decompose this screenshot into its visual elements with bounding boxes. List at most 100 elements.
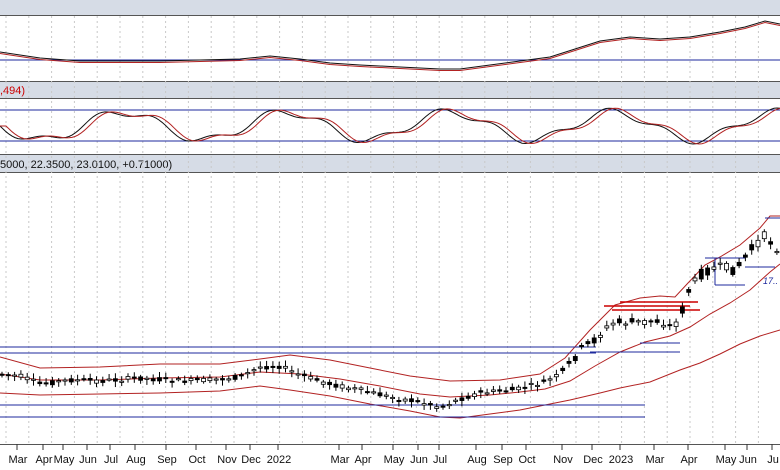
candle-body	[24, 376, 30, 381]
candle-body	[572, 356, 578, 361]
candle-body	[100, 380, 106, 383]
candle-body	[736, 261, 742, 267]
candle-body	[705, 267, 710, 276]
candle-body	[654, 319, 660, 323]
candle-body	[749, 244, 755, 251]
candle-body	[692, 277, 698, 282]
x-tick-label: Oct	[518, 454, 535, 466]
candle-body	[238, 374, 244, 377]
candle-body	[245, 372, 251, 375]
candle-body	[333, 383, 339, 388]
candle-body	[591, 337, 597, 344]
candle-body	[623, 323, 629, 326]
candle-body	[459, 397, 465, 401]
candle-body	[528, 382, 534, 385]
candle-body	[175, 378, 181, 381]
candle-body	[37, 381, 43, 385]
candle-body	[138, 376, 144, 381]
stoch-header-bar	[0, 82, 780, 98]
x-tick-label: Mar	[9, 454, 28, 466]
candle-body	[182, 380, 188, 383]
x-tick-label: Jun	[79, 454, 97, 466]
x-tick-label: Aug	[126, 454, 146, 466]
bollinger-upper-band	[0, 215, 780, 382]
candle-body	[169, 380, 175, 383]
candle-body	[113, 378, 118, 382]
candle-body	[566, 361, 572, 364]
candle-body	[163, 377, 169, 380]
candle-body	[774, 251, 780, 254]
candle-body	[390, 396, 396, 399]
x-tick-label: Jul	[104, 454, 118, 466]
x-tick-label: Jun	[739, 454, 757, 466]
candle-body	[364, 391, 370, 394]
candle-body	[648, 320, 654, 323]
candle-body	[276, 365, 282, 369]
candle-body	[50, 380, 55, 386]
candle-body	[383, 394, 389, 397]
candle-body	[604, 325, 610, 329]
candle-body	[31, 378, 36, 381]
candle-body	[497, 389, 503, 392]
candle-body	[434, 406, 440, 409]
x-tick-label: Ju	[767, 454, 779, 466]
x-axis: Mar Apr May Jun Jul Aug Sep Oct Nov Dec 2022 Mar Apr…	[9, 444, 779, 466]
candle-body	[314, 378, 320, 381]
candle-body	[484, 392, 490, 395]
candle-body	[465, 395, 471, 399]
candle-body	[68, 378, 74, 383]
x-tick-label: Apr	[680, 454, 697, 466]
candle-body	[761, 231, 767, 240]
x-tick-label: May	[384, 454, 405, 466]
candle-body	[358, 387, 364, 390]
candle-body	[144, 377, 150, 380]
candle-body	[207, 377, 213, 382]
x-tick-label: Dec	[241, 454, 261, 466]
candle-body	[226, 378, 232, 381]
x-tick-label: Nov	[553, 454, 573, 466]
candle-body	[535, 384, 540, 387]
candle-body	[81, 378, 87, 381]
candle-body	[409, 398, 414, 403]
candle-body	[585, 341, 591, 345]
stoch-d-line	[0, 107, 780, 145]
candle-body	[730, 267, 736, 275]
vertical-gridlines	[5, 16, 759, 444]
x-tick-label: Apr	[354, 454, 371, 466]
candle-body	[339, 384, 345, 389]
candle-body	[421, 403, 427, 406]
candle-body	[490, 389, 496, 392]
candle-body	[686, 289, 692, 293]
x-tick-label: Sep	[493, 454, 513, 466]
candle-body	[579, 345, 584, 348]
x-tick-label: Jun	[410, 454, 428, 466]
candle-body	[308, 376, 314, 380]
candle-body	[427, 403, 433, 406]
x-tick-label: 2022	[267, 454, 291, 466]
candle-body	[377, 392, 383, 397]
price-header-bar	[0, 155, 780, 172]
bollinger-lower-band	[0, 329, 780, 419]
stoch-header-text: ,494)	[0, 85, 25, 97]
candle-body	[87, 378, 93, 381]
candle-body	[478, 390, 484, 393]
macd-header-bar	[0, 0, 780, 15]
candle-body	[503, 390, 509, 393]
candle-body	[43, 382, 49, 385]
price-annotation: 17..	[763, 276, 778, 286]
macd-line	[0, 20, 780, 70]
candle-body	[768, 241, 773, 245]
candle-body	[62, 379, 68, 382]
x-tick-label: Apr	[35, 454, 52, 466]
candle-body	[698, 268, 704, 280]
x-tick-label: Oct	[188, 454, 205, 466]
x-tick-label: Jul	[433, 454, 447, 466]
candle-body	[270, 365, 276, 368]
candle-body	[743, 254, 748, 258]
candle-body	[402, 398, 408, 402]
candle-body	[75, 379, 80, 382]
candle-body	[56, 380, 62, 383]
x-tick-label: May	[716, 454, 737, 466]
candle-body	[18, 373, 24, 378]
candle-body	[5, 374, 11, 377]
